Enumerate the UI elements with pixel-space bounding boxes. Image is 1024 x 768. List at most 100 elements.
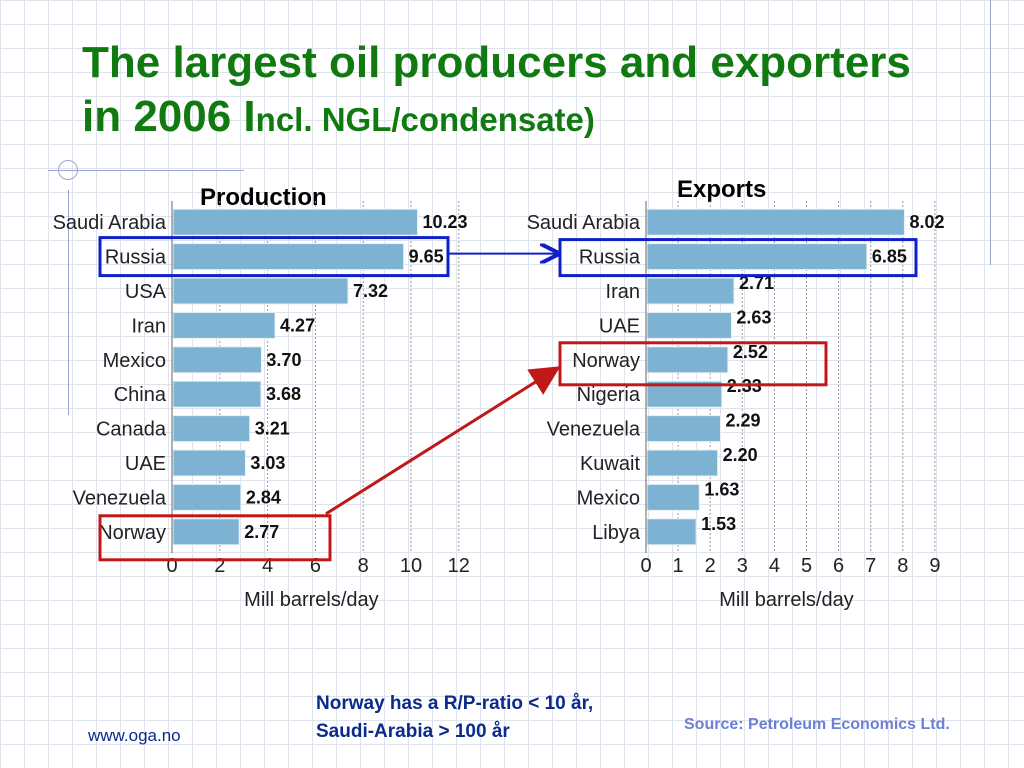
bar [646,449,719,477]
category-label: Russia [105,247,167,269]
category-label: Saudi Arabia [527,212,641,234]
x-axis-label: Mill barrels/day [244,589,378,611]
category-label: Libya [592,522,641,544]
decorative-circle [58,160,78,180]
bar [172,415,251,443]
category-label: Saudi Arabia [53,212,167,234]
data-label: 2.29 [726,411,761,431]
category-label: UAE [599,315,640,337]
highlight-box-norway-exports [558,341,828,387]
data-label: 8.02 [909,212,944,232]
bar [646,243,868,271]
x-tick-label: 2 [705,555,716,577]
category-label: Venezuela [547,419,641,441]
highlight-box-russia-exports [558,238,918,278]
highlight-box-russia-production [98,236,450,278]
x-tick-label: 0 [640,555,651,577]
data-label: 9.65 [409,247,444,267]
x-tick-label: 4 [769,555,780,577]
category-label: Russia [579,247,641,269]
decorative-line [48,170,244,171]
bar [172,483,242,511]
data-label: 1.63 [704,479,739,499]
note-line-1: Norway has a R/P-ratio < 10 år, [316,693,594,714]
category-label: Canada [96,419,167,441]
category-label: USA [125,281,167,303]
bar [172,208,418,236]
bar [646,415,722,443]
data-label: 3.68 [266,384,301,404]
data-label: 4.27 [280,315,315,335]
x-tick-label: 5 [801,555,812,577]
bar [172,518,240,546]
category-label: Iran [132,315,166,337]
production-chart-title: Production [200,184,327,211]
x-tick-label: 4 [262,555,273,577]
title-main: The largest oil producers and exporters … [82,38,911,141]
x-tick-label: 3 [737,555,748,577]
category-label: UAE [125,453,166,475]
decorative-line [68,190,69,415]
data-label: 2.71 [739,273,774,293]
x-tick-label: 8 [897,555,908,577]
bar [646,346,729,374]
category-label: Kuwait [580,453,640,475]
category-label: Mexico [577,487,640,509]
bar [646,277,735,305]
data-label: 2.63 [736,307,771,327]
data-label: 2.52 [733,342,768,362]
x-tick-label: 1 [673,555,684,577]
bar [646,208,905,236]
production-chart: 0 2 4 6 8 10 12 Mill barrels/day Saudi Arabia 10.… [53,201,470,611]
arrow-norway [325,366,561,516]
note-line-2: Saudi-Arabia > 100 år [316,721,510,742]
data-label: 7.32 [353,281,388,301]
data-label: 10.23 [422,212,467,232]
source-credit: Source: Petroleum Economics Ltd. [684,716,950,733]
category-label: Venezuela [73,487,167,509]
decorative-line [990,0,991,265]
x-tick-label: 10 [400,555,422,577]
bar [646,483,700,511]
data-label: 3.03 [250,453,285,473]
x-tick-label: 6 [833,555,844,577]
data-label: 2.20 [723,445,758,465]
data-label: 2.84 [246,487,281,507]
category-label: Iran [606,281,640,303]
bar [172,380,262,408]
x-tick-label: 6 [310,555,321,577]
data-label: 3.70 [266,350,301,370]
bar [646,311,732,339]
title-sub: ncl. NGL/condensate) [255,101,595,138]
highlight-box-norway-production [98,514,332,562]
bar [172,346,262,374]
exports-chart-title: Exports [677,176,767,203]
bar [172,449,246,477]
data-label: 1.53 [701,514,736,534]
bar [172,311,276,339]
exports-chart: 0 1 2 3 4 5 6 7 8 9 Mill barrels/day Saudi Arabia 8.… [527,201,944,611]
category-label: Norway [572,350,640,372]
x-axis-label: Mill barrels/day [719,589,853,611]
bar [646,518,697,546]
data-label: 6.85 [872,247,907,267]
note-text: Norway has a R/P-ratio < 10 år, Saudi-Ar… [316,690,593,746]
bar [172,277,349,305]
x-tick-label: 9 [929,555,940,577]
x-tick-label: 8 [358,555,369,577]
x-tick-label: 2 [214,555,225,577]
website-url: www.oga.no [88,726,181,745]
data-label: 3.21 [255,419,290,439]
slide-title: The largest oil producers and exporters … [82,36,962,147]
x-tick-label: 12 [448,555,470,577]
bar [172,243,405,271]
highlight-annotations [98,236,918,562]
category-label: Mexico [103,350,166,372]
category-label: China [114,384,167,406]
x-tick-label: 7 [865,555,876,577]
x-tick-label: 0 [166,555,177,577]
data-label: 2.77 [244,522,279,542]
category-label: Nigeria [577,384,641,406]
category-label: Norway [98,522,166,544]
